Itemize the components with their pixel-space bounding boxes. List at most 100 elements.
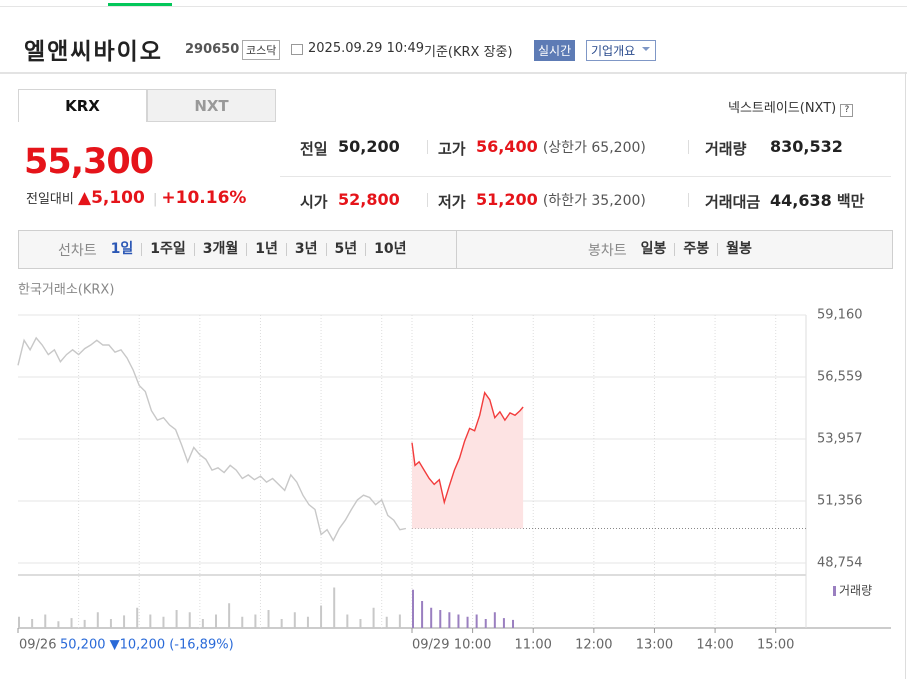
col-sep [427, 140, 428, 154]
nxt-link[interactable]: 넥스트레이드(NXT) ? [728, 97, 854, 117]
nxt-link-text: 넥스트레이드(NXT) [728, 101, 837, 116]
right-border [905, 72, 906, 679]
volume-bar [31, 619, 34, 628]
stat-value: 52,800 [338, 190, 400, 209]
stat-number: 51,200 [476, 190, 538, 209]
volume-bar [457, 614, 460, 628]
tab-nxt[interactable]: NXT [147, 89, 276, 122]
chart-tab-bar [18, 230, 893, 269]
volume-bar [175, 610, 178, 628]
line-label: 선차트 [58, 242, 97, 259]
volume-bar [215, 614, 217, 628]
calendar-icon [291, 44, 303, 55]
volume-bar [484, 619, 487, 628]
period-tab[interactable]: 3년 [285, 242, 326, 256]
stat-label: 전일 [300, 140, 328, 158]
x-tick-label: 15:00 [757, 638, 794, 653]
volume-bar [512, 619, 515, 628]
stat-note: (상한가 65,200) [542, 140, 646, 156]
tab-krx[interactable]: KRX [18, 89, 147, 122]
x-tick-label: 12:00 [575, 638, 612, 653]
price-line [411, 391, 524, 506]
separator: | [152, 192, 158, 207]
stat-value: 51,200 (하한가 35,200) [476, 190, 646, 210]
change-label: 전일대비 [26, 192, 74, 207]
volume-bar [267, 610, 270, 628]
stat-value: 44,638 백만 [770, 190, 864, 211]
volume-bar [293, 612, 296, 628]
volume-bar [430, 607, 433, 628]
volume-bar [109, 619, 112, 628]
y-tick-label: 53,957 [817, 431, 863, 446]
current-price: 55,300 [24, 142, 154, 182]
realtime-button[interactable]: 실시간 [534, 40, 576, 61]
volume-bar [57, 621, 60, 628]
y-tick-label: 48,754 [817, 555, 863, 570]
change-row: 전일대비 ▲5,100 | +10.16% [26, 188, 246, 208]
period-tab[interactable]: 5년 [325, 242, 366, 256]
candle-tab[interactable]: 주봉 [674, 242, 717, 256]
col-sep [688, 193, 689, 207]
volume-bar [136, 607, 139, 628]
nav-indicator [108, 3, 172, 6]
x-tick-label: 10:00 [454, 638, 491, 653]
stock-code: 290650 [185, 42, 240, 57]
candle-tab[interactable]: 일봉 [640, 241, 667, 257]
volume-bar [70, 618, 73, 628]
period-tab[interactable]: 3개월 [193, 242, 247, 256]
stat-label: 고가 [438, 140, 466, 158]
stock-name: 엘앤씨바이오 [24, 39, 163, 65]
volume-bar [398, 614, 401, 628]
stat-note: (하한가 35,200) [542, 193, 646, 209]
volume-legend-swatch [833, 586, 836, 596]
market-badge: 코스닥 [242, 40, 281, 60]
volume-bar [333, 587, 336, 628]
change-rate: +10.16% [161, 188, 247, 208]
volume-bar [466, 616, 469, 628]
x-tick-label: 11:00 [514, 638, 551, 653]
stat-label: 저가 [438, 193, 466, 211]
period-tab[interactable]: 1주일 [141, 242, 194, 256]
period-tab[interactable]: 1년 [246, 242, 286, 256]
prev-summary: 50,200 ▼10,200 (-16,89%) [60, 638, 234, 653]
up-arrow: ▲ [77, 188, 92, 208]
x-tick-label: 14:00 [696, 638, 733, 653]
volume-bar [412, 589, 414, 628]
candle-label: 봉차트 [588, 242, 627, 259]
stat-value: 50,200 [338, 137, 400, 156]
volume-bar [149, 614, 152, 628]
stat-label: 시가 [300, 193, 328, 211]
volume-bar [359, 619, 362, 628]
volume-bar [421, 601, 424, 628]
volume-bar [44, 614, 47, 628]
volume-bar [475, 614, 478, 628]
y-tick-label: 51,356 [817, 493, 863, 508]
y-tick-label: 59,160 [817, 308, 863, 323]
volume-bar [346, 614, 349, 628]
y-tick-label: 56,559 [817, 369, 863, 384]
volume-bar [385, 616, 388, 628]
line-tabs: 선차트 1일 1주일 3개월 1년 3년 5년 10년 [58, 231, 415, 268]
nav-border [0, 6, 907, 7]
company-info-button[interactable]: 기업개요 [586, 40, 657, 61]
stat-value: 830,532 [770, 137, 843, 156]
volume-bar [188, 612, 191, 628]
volume-bar [228, 603, 231, 628]
stat-value: 56,400 (상한가 65,200) [476, 137, 646, 157]
volume-bar [320, 605, 323, 628]
datetime: 2025.09.29 10:49 [308, 41, 425, 56]
volume-bar [96, 612, 99, 628]
basis: 기준(KRX 장중) [424, 45, 513, 60]
change-amount: 5,100 [91, 188, 145, 208]
period-tab[interactable]: 1일 [110, 241, 134, 257]
candle-tab[interactable]: 월봉 [717, 242, 760, 256]
stat-unit: 백만 [836, 192, 865, 210]
volume-bar [83, 619, 86, 628]
company-info-text: 기업개요 [591, 44, 636, 58]
volume-bar [280, 619, 283, 628]
stat-label: 거래대금 [705, 193, 761, 211]
period-tab[interactable]: 10년 [365, 242, 414, 256]
x-tick-label: 13:00 [636, 638, 673, 653]
